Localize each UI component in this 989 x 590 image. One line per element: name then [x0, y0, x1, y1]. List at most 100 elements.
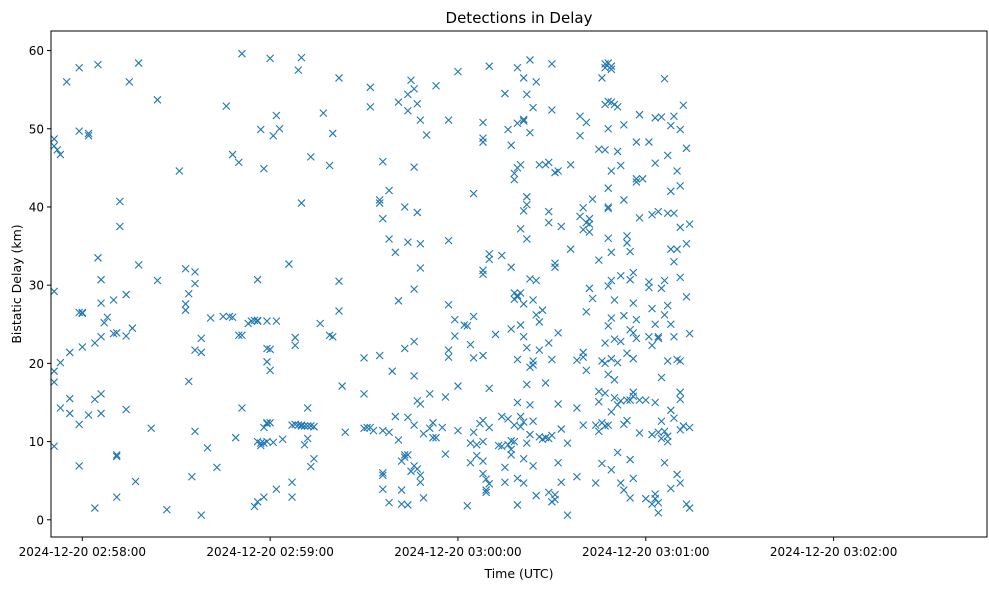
data-point [519, 479, 528, 487]
data-point [626, 275, 635, 284]
data-point [635, 429, 644, 437]
data-point [594, 397, 603, 406]
data-point [303, 404, 312, 412]
data-point [613, 400, 622, 409]
data-point [513, 291, 522, 300]
data-point [535, 318, 544, 326]
data-point [685, 329, 694, 338]
data-point [328, 129, 337, 138]
data-point [485, 62, 494, 71]
data-point [75, 461, 84, 470]
data-point [513, 63, 522, 72]
data-point [441, 450, 450, 458]
data-point [651, 398, 660, 407]
data-point [535, 346, 544, 354]
data-point [616, 397, 625, 405]
data-point [673, 245, 681, 254]
data-point [454, 67, 462, 76]
data-point [228, 150, 237, 159]
data-point [400, 344, 409, 353]
data-point [513, 119, 522, 128]
data-point [585, 214, 594, 223]
data-point [519, 332, 528, 341]
data-point [522, 90, 531, 99]
data-point [291, 341, 300, 350]
data-point [479, 351, 487, 360]
data-point [366, 102, 375, 111]
data-point [635, 396, 644, 405]
y-axis: 0 10 20 30 40 50 60 [29, 44, 51, 527]
data-point [416, 116, 425, 125]
data-point [507, 445, 516, 454]
data-point [601, 63, 609, 72]
data-point [466, 340, 475, 349]
data-point [222, 102, 231, 110]
data-point [250, 502, 259, 511]
data-point [573, 472, 581, 481]
data-point [94, 253, 102, 262]
data-point [78, 309, 87, 318]
data-point [397, 500, 406, 509]
data-point [554, 458, 563, 467]
data-point [641, 494, 650, 503]
data-point [444, 236, 453, 245]
data-point [670, 112, 678, 121]
data-point [122, 290, 131, 299]
data-point [601, 359, 609, 368]
data-point [526, 363, 534, 372]
data-point [516, 321, 525, 329]
data-point [272, 111, 281, 120]
data-point [645, 283, 653, 292]
data-point [472, 451, 481, 460]
chart-title: Detections in Delay [446, 9, 593, 27]
data-point [256, 439, 265, 448]
data-point [206, 314, 215, 322]
data-point [663, 357, 672, 365]
data-point [479, 118, 487, 127]
data-point [516, 412, 525, 421]
data-point [666, 187, 675, 196]
data-point [676, 273, 685, 282]
data-point [266, 54, 275, 63]
data-point [582, 366, 591, 375]
data-point [629, 392, 638, 401]
data-point [497, 251, 506, 260]
data-point [97, 409, 105, 418]
data-point [297, 199, 306, 207]
data-point [648, 430, 656, 439]
data-point [604, 234, 613, 243]
data-point [90, 504, 99, 512]
data-point [378, 468, 387, 477]
data-point [266, 345, 275, 354]
data-point [579, 203, 588, 212]
data-point [619, 196, 628, 204]
data-point [601, 339, 609, 347]
data-point [497, 412, 506, 421]
data-point [363, 423, 372, 432]
data-point [400, 450, 409, 459]
data-point [269, 131, 278, 140]
data-point [648, 210, 656, 219]
data-point [663, 432, 672, 441]
data-point [610, 393, 619, 402]
data-point [591, 479, 600, 487]
data-point [510, 421, 519, 430]
data-point [400, 203, 409, 211]
data-point [676, 357, 685, 365]
data-point [469, 312, 478, 321]
data-point [94, 60, 102, 69]
data-point [657, 417, 666, 426]
data-point [513, 501, 522, 509]
data-point [676, 181, 685, 190]
data-point [551, 259, 559, 268]
data-point [78, 343, 87, 351]
data-point [676, 395, 685, 404]
data-point [263, 357, 271, 366]
data-point [479, 138, 487, 146]
x-tick-label: 2024-12-20 03:01:00 [582, 545, 709, 559]
data-point [184, 377, 193, 386]
data-point [385, 498, 393, 507]
data-point [504, 415, 512, 423]
data-point [238, 404, 246, 412]
data-point [84, 411, 93, 419]
